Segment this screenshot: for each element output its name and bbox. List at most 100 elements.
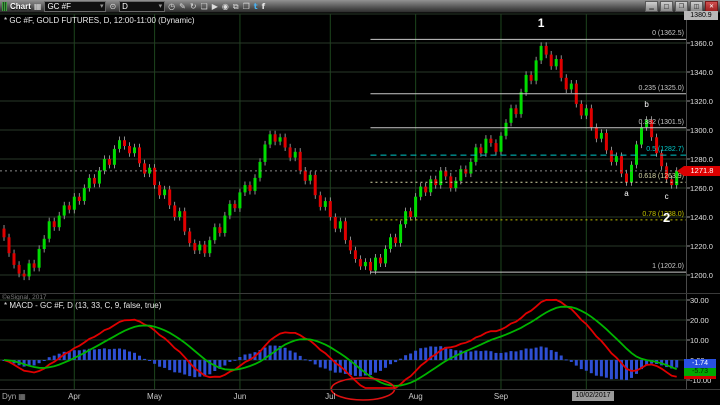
candle-body xyxy=(499,135,503,152)
macd-histogram-bar xyxy=(539,346,543,360)
fib-level-label[interactable]: 0.78 (1238.0) xyxy=(642,210,684,218)
drag-grip[interactable] xyxy=(2,1,7,11)
macd-histogram-bar xyxy=(273,345,277,360)
alarm-icon[interactable]: ◉ xyxy=(221,1,229,11)
macd-histogram-bar xyxy=(609,360,613,380)
candle-body xyxy=(384,248,387,264)
link-icon[interactable]: ⧉ xyxy=(232,1,239,11)
fib-level-label[interactable]: 0.5 (1282.7) xyxy=(646,146,684,154)
pencil-icon[interactable]: ✎ xyxy=(179,1,186,11)
copyright-text: ©eSignal, 2017 xyxy=(2,294,47,301)
candle-body xyxy=(459,169,463,181)
candle-body xyxy=(17,264,21,274)
macd-histogram-bar xyxy=(128,351,131,360)
macd-signal-line xyxy=(3,305,678,387)
candle-body xyxy=(37,248,41,268)
elliott-wave-label[interactable]: b xyxy=(644,100,649,110)
close-button[interactable]: ✕ xyxy=(705,0,718,12)
window-icon[interactable]: ❐ xyxy=(242,1,250,11)
macd-histogram-bar xyxy=(203,360,207,377)
month-label: Sep xyxy=(493,392,509,401)
macd-histogram-bar xyxy=(374,360,377,373)
comment-icon[interactable]: ❏ xyxy=(200,1,208,11)
candle-body xyxy=(660,153,664,167)
symbol-dropdown[interactable]: GC #F ▾ xyxy=(44,0,107,12)
candle-body xyxy=(72,196,76,210)
macd-histogram-bar xyxy=(148,360,152,361)
maximize-button[interactable]: □ xyxy=(660,0,673,12)
fib-level-label[interactable]: 0 (1362.5) xyxy=(652,30,684,38)
macd-histogram-bar xyxy=(333,360,337,373)
candle-body xyxy=(594,127,598,139)
fib-level-label[interactable]: 0.235 (1325.0) xyxy=(638,84,684,92)
candle-body xyxy=(273,134,277,142)
macd-histogram-bar xyxy=(489,351,493,360)
chart-plot-area[interactable] xyxy=(0,14,686,389)
dock-button[interactable]: ◫ xyxy=(690,0,703,12)
interval-dropdown[interactable]: D ▾ xyxy=(119,0,166,12)
macd-histogram-bar xyxy=(529,348,533,360)
price-tick-label: 1300.0 xyxy=(690,125,713,135)
facebook-icon[interactable]: f xyxy=(261,1,266,11)
macd-histogram-bar xyxy=(579,360,583,370)
candle-body xyxy=(379,257,382,264)
macd-histogram-bar xyxy=(414,350,418,360)
macd-histogram-bar xyxy=(569,360,573,362)
macd-histogram-bar xyxy=(429,346,433,360)
macd-histogram-bar xyxy=(233,359,237,361)
candle-body xyxy=(87,177,91,189)
macd-histogram-bar xyxy=(589,360,593,374)
candle-body xyxy=(318,195,322,207)
macd-histogram-bar xyxy=(328,360,332,371)
candle-body xyxy=(173,205,177,217)
elliott-wave-label[interactable]: 2 xyxy=(662,209,671,225)
candle-body xyxy=(454,180,458,189)
candle-body xyxy=(253,177,257,191)
macd-histogram-bar xyxy=(554,351,558,360)
restore-button[interactable]: ❐ xyxy=(675,0,688,12)
clock-icon[interactable]: ◷ xyxy=(168,1,176,11)
macd-histogram-bar xyxy=(118,348,121,360)
reload-icon[interactable]: ↻ xyxy=(189,1,197,11)
macd-histogram-bar xyxy=(559,355,563,360)
candle-body xyxy=(223,215,227,233)
candle-body xyxy=(278,137,282,142)
twitter-icon[interactable]: t xyxy=(253,1,258,11)
macd-histogram-bar xyxy=(504,352,508,360)
elliott-wave-label[interactable]: a xyxy=(624,188,629,198)
candle-body xyxy=(353,250,357,259)
candle-body xyxy=(47,221,51,239)
macd-histogram-bar xyxy=(549,350,553,360)
time-axis[interactable] xyxy=(0,390,720,405)
macd-signal-value: -5.73 xyxy=(684,367,716,376)
candle-body xyxy=(32,263,36,268)
macd-histogram-bar xyxy=(258,350,262,360)
panel-separator[interactable] xyxy=(0,293,720,294)
chart-type-icon[interactable]: ▦ xyxy=(33,1,42,11)
candle-body xyxy=(620,156,623,174)
price-axis[interactable] xyxy=(687,14,720,389)
macd-histogram-bar xyxy=(389,360,392,365)
macd-histogram-bar xyxy=(464,351,468,360)
month-label: Aug xyxy=(408,392,423,401)
fib-level-label[interactable]: 0.382 (1301.5) xyxy=(638,118,684,126)
macd-histogram-bar xyxy=(444,346,448,360)
elliott-wave-label[interactable]: c xyxy=(664,191,669,201)
candle-body xyxy=(203,244,207,254)
candle-body xyxy=(288,147,292,158)
elliott-wave-label[interactable]: 1 xyxy=(537,15,545,30)
fib-level-label[interactable]: 0.618 (1263.9) xyxy=(638,173,684,181)
fib-level-label[interactable]: 1 (1202.0) xyxy=(652,263,684,271)
macd-histogram-bar xyxy=(37,360,41,364)
symbol-refresh-icon[interactable]: ⊙ xyxy=(109,1,117,11)
candle-body xyxy=(509,108,513,123)
minimize-button[interactable]: ▁ xyxy=(645,0,658,12)
time-axis-mode[interactable]: Dyn ▦ xyxy=(2,392,26,401)
play-icon[interactable]: ▶ xyxy=(211,1,218,11)
macd-histogram-bar xyxy=(133,352,136,360)
candle-body xyxy=(92,177,96,184)
macd-histogram-bar xyxy=(283,347,287,360)
macd-histogram-bar xyxy=(384,360,387,368)
macd-histogram-bar xyxy=(223,360,227,366)
candle-body xyxy=(554,59,558,67)
